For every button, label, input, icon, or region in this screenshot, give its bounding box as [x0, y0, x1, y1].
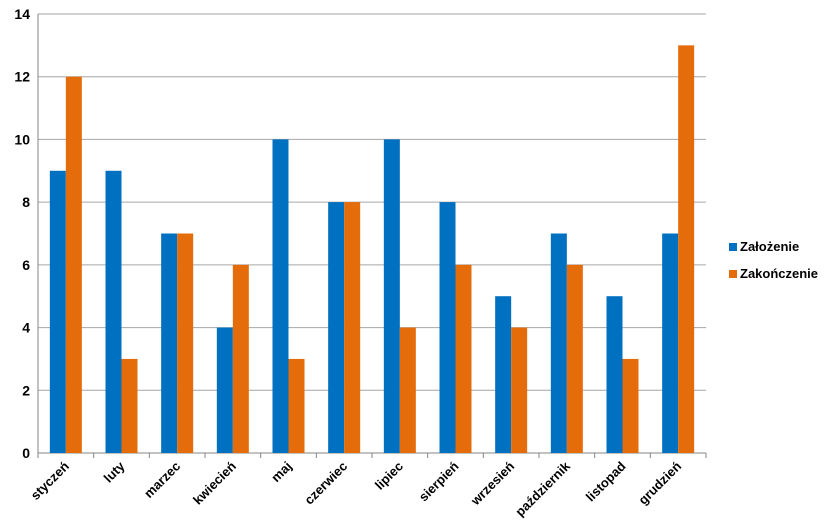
bar-zakonczenie	[455, 264, 472, 453]
bar-zakonczenie	[622, 358, 639, 453]
legend: Założenie Zakończenie	[729, 239, 818, 281]
bar-zalozenie	[328, 202, 345, 453]
x-category-label: lipiec	[372, 459, 406, 493]
bar-zalozenie	[439, 202, 456, 453]
y-tick-label: 10	[14, 131, 30, 147]
bar-zakonczenie	[566, 264, 583, 453]
bar-zalozenie	[161, 233, 178, 453]
bar-zalozenie	[49, 170, 66, 454]
legend-swatch	[729, 270, 737, 278]
bar-zakonczenie	[399, 327, 416, 453]
x-category-label: styczeń	[28, 458, 72, 502]
legend-label: Założenie	[740, 239, 799, 254]
y-tick-label: 4	[22, 320, 30, 336]
y-tick-label: 8	[22, 194, 30, 210]
bar-zalozenie	[495, 296, 512, 453]
bar-zalozenie	[105, 170, 122, 454]
legend-label: Zakończenie	[740, 266, 818, 281]
y-tick-label: 6	[22, 257, 30, 273]
y-tick-label: 0	[22, 445, 30, 461]
x-category-label: maj	[268, 459, 294, 485]
x-category-label: październik	[512, 458, 573, 519]
x-category-label: wrzesień	[467, 458, 517, 508]
y-tick-label: 14	[14, 6, 30, 22]
y-tick-label: 12	[14, 69, 30, 85]
bar-zalozenie	[662, 233, 679, 453]
y-tick-label: 2	[22, 382, 30, 398]
bar-zakonczenie	[288, 358, 305, 453]
bar-zakonczenie	[344, 202, 361, 453]
x-category-label: listopad	[583, 458, 629, 504]
x-category-label: marzec	[141, 459, 183, 501]
bar-zakonczenie	[232, 264, 249, 453]
x-category-label: luty	[101, 458, 128, 485]
bar-zalozenie	[606, 296, 623, 453]
gridlines	[38, 13, 706, 391]
bar-zakonczenie	[177, 233, 194, 453]
bar-zakonczenie	[511, 327, 528, 453]
x-category-label: grudzień	[635, 458, 684, 507]
axes	[37, 14, 707, 458]
bar-zakonczenie	[678, 45, 695, 453]
x-category-label: sierpień	[416, 458, 462, 504]
bar-zalozenie	[383, 139, 400, 453]
bar-zakonczenie	[65, 76, 82, 453]
bar-zakonczenie	[121, 358, 138, 453]
bars	[49, 45, 695, 454]
bar-zalozenie	[550, 233, 567, 453]
x-category-label: kwiecień	[190, 458, 239, 507]
bar-zalozenie	[216, 327, 233, 453]
x-category-label: czerwiec	[301, 459, 350, 508]
legend-swatch	[729, 243, 737, 251]
bar-zalozenie	[272, 139, 289, 453]
